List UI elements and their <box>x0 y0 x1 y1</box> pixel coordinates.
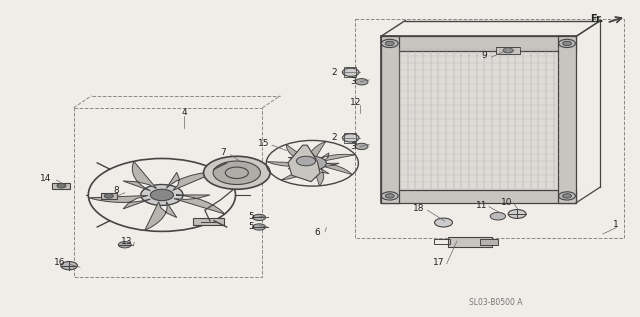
Polygon shape <box>281 167 310 180</box>
Circle shape <box>118 242 131 248</box>
Polygon shape <box>314 168 329 186</box>
Circle shape <box>559 192 575 200</box>
Circle shape <box>559 39 575 48</box>
Text: 5: 5 <box>248 222 253 231</box>
Text: 13: 13 <box>121 237 132 246</box>
Text: 12: 12 <box>350 98 362 107</box>
Polygon shape <box>174 195 225 214</box>
Circle shape <box>563 194 572 198</box>
Text: 2: 2 <box>332 68 337 77</box>
Circle shape <box>355 79 368 85</box>
Bar <box>558 36 576 203</box>
Circle shape <box>508 210 526 218</box>
Text: 11: 11 <box>476 201 487 210</box>
Circle shape <box>381 39 398 48</box>
Bar <box>381 36 576 51</box>
Polygon shape <box>286 145 306 161</box>
Circle shape <box>61 262 77 270</box>
Polygon shape <box>266 162 302 169</box>
Circle shape <box>204 156 270 189</box>
Bar <box>101 193 117 199</box>
Polygon shape <box>288 145 320 182</box>
Circle shape <box>435 218 452 227</box>
Text: 18: 18 <box>413 204 425 213</box>
Bar <box>344 67 356 77</box>
Circle shape <box>57 184 66 188</box>
Circle shape <box>104 194 113 198</box>
Polygon shape <box>166 171 218 191</box>
Polygon shape <box>319 153 355 161</box>
Circle shape <box>503 48 513 53</box>
Circle shape <box>298 156 326 170</box>
Circle shape <box>563 41 572 46</box>
Circle shape <box>490 212 506 220</box>
Bar <box>480 239 498 245</box>
Text: 2: 2 <box>332 133 337 142</box>
Polygon shape <box>123 161 157 191</box>
Bar <box>74 108 262 277</box>
Text: 3: 3 <box>351 142 356 151</box>
Text: 10: 10 <box>501 198 513 207</box>
Circle shape <box>253 224 266 230</box>
Bar <box>496 47 520 54</box>
Circle shape <box>381 192 398 200</box>
Bar <box>381 190 576 203</box>
Text: 5: 5 <box>248 212 253 221</box>
Text: 6: 6 <box>315 228 320 236</box>
Polygon shape <box>307 141 326 158</box>
Circle shape <box>385 194 394 198</box>
Circle shape <box>296 156 316 166</box>
Bar <box>355 19 624 238</box>
Text: Fr.: Fr. <box>590 14 603 24</box>
Bar <box>52 183 70 189</box>
Circle shape <box>213 161 260 184</box>
Text: 16: 16 <box>54 258 65 267</box>
Bar <box>193 218 224 225</box>
Bar <box>381 36 576 203</box>
Text: 17: 17 <box>433 258 444 267</box>
Circle shape <box>385 41 394 46</box>
Text: 4: 4 <box>182 108 187 117</box>
Circle shape <box>150 189 173 201</box>
Bar <box>448 237 492 247</box>
Text: 15: 15 <box>258 139 269 148</box>
Polygon shape <box>145 202 177 230</box>
Bar <box>381 36 399 203</box>
Bar <box>344 133 356 143</box>
Polygon shape <box>88 196 150 209</box>
Circle shape <box>342 68 359 76</box>
Text: 3: 3 <box>351 77 356 86</box>
Text: 9: 9 <box>481 51 486 60</box>
Circle shape <box>253 214 266 221</box>
Bar <box>434 239 450 244</box>
Circle shape <box>141 184 183 205</box>
Polygon shape <box>323 163 352 175</box>
Circle shape <box>355 143 368 150</box>
Text: 1: 1 <box>614 220 619 229</box>
Circle shape <box>342 134 359 142</box>
Text: 14: 14 <box>40 174 52 183</box>
Text: 8: 8 <box>114 186 119 195</box>
Text: SL03-B0500 A: SL03-B0500 A <box>469 298 523 307</box>
Text: 7: 7 <box>220 148 225 157</box>
